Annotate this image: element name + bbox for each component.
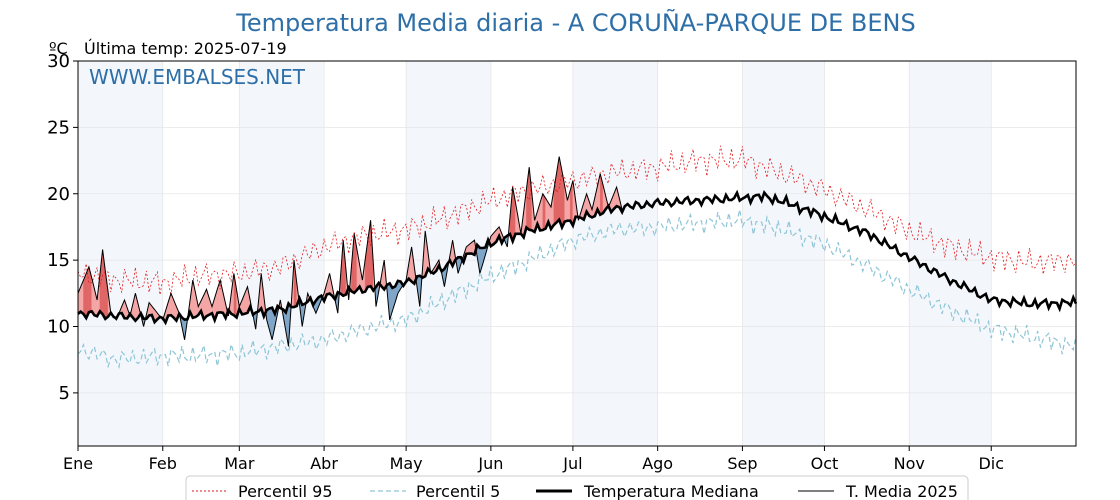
x-axis: Ene Feb Mar Abr May Jun Jul Ago Sep Oct Nov Dic [63,446,1004,473]
series-median-line [77,189,1078,326]
month-band-ene [78,61,163,446]
x-tick-label-abr: Abr [310,454,338,473]
x-tick-label-may: May [390,454,423,473]
last-temp-label: Última temp: 2025-07-19 [84,39,287,58]
series-lines [77,145,1078,369]
y-tick-label: 30 [47,51,70,72]
x-tick-label-mar: Mar [224,454,255,473]
legend-current: T. Media 2025 [845,482,958,500]
x-tick-label-sep: Sep [727,454,757,473]
legend-p95: Percentil 95 [238,482,333,500]
fill-above-median [542,193,546,231]
x-tick-label-ago: Ago [642,454,673,473]
unit-label: ºC [49,39,68,58]
legend-median: Temperatura Mediana [583,482,759,500]
y-tick-label: 10 [47,317,70,338]
x-tick-label-dic: Dic [978,454,1004,473]
series-current-line [77,156,623,347]
chart-title: Temperatura Media diaria - A CORUÑA-PARQ… [235,7,915,37]
x-tick-label-feb: Feb [149,454,177,473]
y-tick-label: 20 [47,184,70,205]
y-axis: 5 10 15 20 25 30 [47,51,78,404]
legend-box [185,475,969,500]
y-tick-label: 5 [59,383,70,404]
legend: Percentil 95 Percentil 5 Temperatura Med… [185,475,969,500]
month-band-nov [909,61,992,446]
month-band-mar [239,61,325,446]
x-tick-label-oct: Oct [811,454,839,473]
month-band-sep [742,61,825,446]
x-tick-label-jun: Jun [477,454,503,473]
watermark: WWW.EMBALSES.NET [89,65,306,89]
series-p5-line [77,209,1077,369]
y-tick-label: 25 [47,117,70,138]
month-bands [78,61,992,446]
y-tick-label: 15 [47,250,70,271]
x-tick-label-jul: Jul [562,454,582,473]
x-tick-label-nov: Nov [894,454,925,473]
plot-frame [77,60,1077,447]
legend-p5: Percentil 5 [416,482,500,500]
month-band-jul [572,61,658,446]
series-p95-line [77,145,1077,296]
x-tick-label-ene: Ene [63,454,93,473]
